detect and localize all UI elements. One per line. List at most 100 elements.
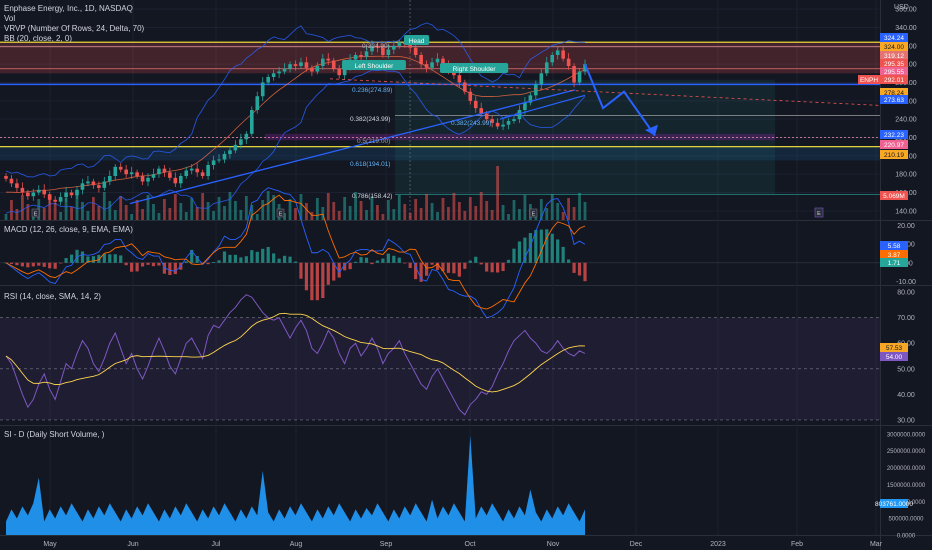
volume-bar [578, 193, 581, 220]
month-tick-8: 2023 [710, 541, 726, 548]
volume-bar [119, 196, 123, 220]
macd-histogram-bar [168, 262, 172, 276]
rsi-tick-1: 40.00 [897, 392, 915, 399]
macd-badge-1-bg [880, 241, 908, 250]
volume-bar [414, 199, 418, 220]
candle-body [217, 159, 221, 161]
macd-histogram-bar [326, 262, 330, 285]
macd-histogram-bar [206, 262, 210, 265]
fib-label-0382: 0.382(243.99) [350, 116, 390, 123]
volume-bar [179, 203, 183, 220]
volume-bar [20, 195, 24, 220]
volume-bar [4, 214, 8, 220]
volume-bar [244, 196, 248, 220]
volume-bar [447, 207, 450, 220]
volume-bar [376, 205, 379, 220]
purple-zone [265, 133, 775, 141]
macd-histogram-bar [113, 254, 117, 263]
volume-bar [305, 203, 308, 220]
volume-bar [354, 192, 357, 220]
candle-body [572, 66, 576, 83]
legend-vol[interactable]: Vol [4, 14, 16, 23]
badge-210-19-bg [880, 150, 908, 159]
macd-histogram-bar [348, 262, 352, 270]
month-tick-9: Feb [791, 541, 803, 548]
si-label[interactable]: SI - D (Daily Short Volume, ) [4, 430, 105, 439]
fib-label-0: 0(324.90) [362, 43, 390, 50]
badge-324-24-bg [880, 33, 908, 42]
candle-body [512, 119, 516, 121]
candle-body [310, 67, 314, 72]
badge-last-price-bg [880, 75, 908, 84]
candle-body [424, 64, 429, 68]
volume-bar [337, 211, 341, 220]
macd-histogram-bar [222, 251, 227, 263]
macd-tick-3: 20.00 [897, 223, 915, 230]
candle-body [4, 176, 8, 179]
price-tick-11: 360.00 [895, 7, 917, 14]
volume-bar [436, 212, 439, 220]
macd-badge-1: 5.58 [888, 243, 901, 250]
candle-body [15, 183, 19, 188]
support-zone [0, 146, 880, 161]
candle-body [381, 47, 385, 55]
candle-body [370, 45, 374, 52]
candle-body [364, 51, 369, 57]
rsi-tick-4: 70.00 [897, 315, 915, 322]
macd-histogram-bar [479, 262, 483, 265]
projection-arrow-head [645, 124, 658, 136]
macd-histogram-bar [446, 262, 451, 273]
rsi-label[interactable]: RSI (14, close, SMA, 14, 2) [4, 292, 101, 301]
macd-histogram-bar [457, 262, 461, 277]
macd-histogram-bar [337, 262, 341, 278]
rsi-badge-1-bg [880, 343, 908, 352]
bb-basis [5, 55, 586, 193]
candle-body [299, 62, 303, 66]
month-tick-10: Mar [870, 541, 883, 548]
volume-bar [545, 208, 549, 220]
candle-body [506, 121, 511, 125]
volume-bar [223, 206, 226, 220]
month-tick-4: Sep [380, 541, 393, 548]
volume-bar [75, 193, 79, 220]
macd-histogram-bar [441, 262, 445, 272]
head-label-bg [404, 35, 430, 45]
badge-220-97: 220.97 [884, 142, 904, 149]
candle-body [468, 91, 473, 101]
legend-title[interactable]: Enphase Energy, Inc., 1D, NASDAQ [4, 4, 133, 13]
channel-line [499, 94, 586, 120]
si-tick-0: 0.0000 [897, 534, 916, 540]
candle-body [42, 189, 47, 195]
macd-histogram-bar [228, 254, 232, 263]
macd-badge-3-bg [880, 258, 908, 267]
macd-histogram-bar [250, 250, 254, 263]
left-shoulder-label-bg [342, 60, 406, 70]
volume-bar [97, 206, 101, 220]
si-tick-1: 500000.0000 [888, 517, 924, 523]
volume-bar [266, 191, 270, 220]
macd-histogram-bar [332, 262, 336, 281]
macd-histogram-bar [272, 253, 276, 263]
candle-body [168, 172, 172, 178]
candle-body [26, 192, 30, 197]
future-earnings-label: E [817, 211, 821, 217]
bb-lower [5, 69, 586, 214]
macd-histogram-bar [556, 239, 560, 263]
si-badge: 803761.0000 [875, 501, 913, 508]
legend-bb[interactable]: BB (20, close, 2, 0) [4, 34, 73, 43]
candle-body [162, 168, 167, 173]
macd-histogram-bar [255, 251, 259, 263]
legend-vrvp[interactable]: VRVP (Number Of Rows, 24, Delta, 70) [4, 24, 145, 33]
candle-body [528, 95, 533, 103]
volume-bar [441, 198, 445, 220]
badge-319-12-bg [880, 51, 908, 60]
volume-bar [381, 214, 385, 220]
macd-histogram-bar [157, 262, 161, 266]
badge-319-12: 319.12 [884, 53, 904, 60]
macd-histogram-bar [403, 262, 407, 264]
macd-label[interactable]: MACD (12, 26, close, 9, EMA, EMA) [4, 225, 133, 234]
volume-bar [512, 200, 516, 220]
rsi-tick-5: 80.00 [897, 290, 915, 297]
candle-body [304, 62, 309, 68]
